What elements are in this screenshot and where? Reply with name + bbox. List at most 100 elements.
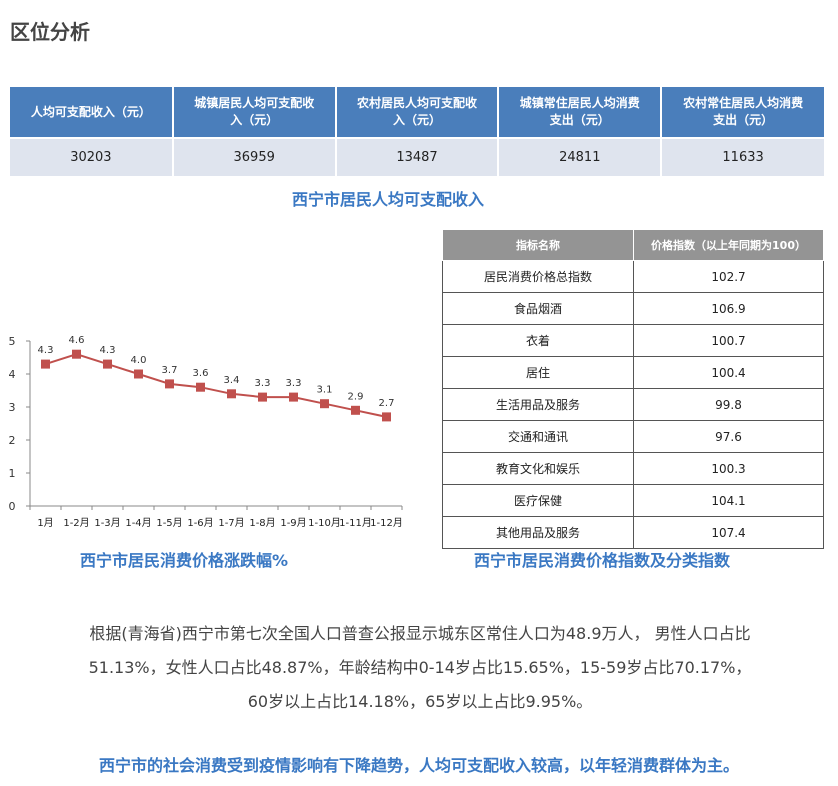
price-item-value: 104.1 <box>633 484 824 517</box>
chart-caption: 西宁市居民消费价格涨跌幅% <box>80 551 289 570</box>
income-table: 人均可支配收入（元） 城镇居民人均可支配收 入（元） 农村居民人均可支配收 入（元）… <box>10 87 824 176</box>
x-tick-label: 1-11月 <box>339 517 372 529</box>
data-label: 4.3 <box>100 345 116 356</box>
x-tick-label: 1-5月 <box>156 517 182 529</box>
price-item-name: 衣着 <box>442 324 634 357</box>
data-label: 3.3 <box>286 378 302 389</box>
data-label: 3.4 <box>224 375 240 386</box>
data-label: 3.3 <box>255 378 271 389</box>
price-item-value: 102.7 <box>633 260 824 293</box>
header-line: 农村居民人均可支配收 <box>356 96 477 110</box>
data-label: 4.6 <box>69 335 85 346</box>
data-point <box>258 392 267 402</box>
income-value: 24811 <box>498 137 663 176</box>
price-row: 食品烟酒 106.9 <box>442 292 824 325</box>
income-value: 30203 <box>10 137 174 176</box>
x-tick-label: 1-8月 <box>249 517 275 529</box>
data-label: 3.1 <box>317 385 333 396</box>
data-label: 3.7 <box>162 365 178 376</box>
header-line: 城镇常住居民人均消费 <box>519 96 640 110</box>
x-tick-label: 1-9月 <box>280 517 306 529</box>
data-point <box>382 412 391 422</box>
data-point <box>289 392 298 402</box>
price-item-name: 其他用品及服务 <box>442 516 634 549</box>
price-header-name: 指标名称 <box>442 229 634 261</box>
price-row: 生活用品及服务 99.8 <box>442 388 824 421</box>
income-caption: 西宁市居民人均可支配收入 <box>292 190 485 209</box>
data-point <box>134 369 143 379</box>
price-item-value: 106.9 <box>633 292 824 325</box>
paragraph-line: 60岁以上占比14.18%，65岁以上占比9.95%。 <box>247 692 593 711</box>
data-point <box>41 359 50 369</box>
data-label: 4.0 <box>131 355 147 366</box>
data-point <box>103 359 112 369</box>
price-row: 交通和通讯 97.6 <box>442 420 824 453</box>
income-header-urban-spend: 城镇常住居民人均消费 支出（元） <box>498 87 663 138</box>
y-tick-label: 4 <box>9 368 16 381</box>
conclusion-text: 西宁市的社会消费受到疫情影响有下降趋势，人均可支配收入较高，以年轻消费群体为主。 <box>98 756 739 775</box>
data-point <box>320 399 329 409</box>
income-header-rural: 农村居民人均可支配收 入（元） <box>335 87 500 138</box>
data-point <box>72 349 81 359</box>
price-index-table: 指标名称 价格指数（以上年同期为100） 居民消费价格总指数 102.7 食品烟酒 1… <box>442 229 824 549</box>
income-value-row: 30203 36959 13487 24811 11633 <box>10 137 824 176</box>
data-label: 2.7 <box>379 398 395 409</box>
y-tick-label: 1 <box>9 467 16 480</box>
price-table-caption: 西宁市居民消费价格指数及分类指数 <box>474 551 731 570</box>
price-row: 医疗保健 104.1 <box>442 484 824 517</box>
x-tick-label: 1-7月 <box>218 517 244 529</box>
price-item-name: 医疗保健 <box>442 484 634 517</box>
data-point <box>227 389 236 399</box>
income-value: 11633 <box>661 137 824 176</box>
header-line: 入（元） <box>230 113 279 127</box>
price-item-value: 107.4 <box>633 516 824 549</box>
x-tick-label: 1-6月 <box>187 517 213 529</box>
data-label: 3.6 <box>193 368 209 379</box>
price-item-name: 居住 <box>442 356 634 389</box>
income-value: 36959 <box>172 137 337 176</box>
price-header-row: 指标名称 价格指数（以上年同期为100） <box>442 229 824 261</box>
price-item-name: 居民消费价格总指数 <box>442 260 634 293</box>
header-line: 农村常住居民人均消费 <box>683 96 804 110</box>
price-row: 衣着 100.7 <box>442 324 824 357</box>
paragraph-line: 51.13%，女性人口占比48.87%，年龄结构中0-14岁占比15.65%，1… <box>88 658 752 677</box>
series-line <box>45 353 387 418</box>
price-row: 居民消费价格总指数 102.7 <box>442 260 824 293</box>
price-row: 其他用品及服务 107.4 <box>442 516 824 549</box>
price-item-value: 100.7 <box>633 324 824 357</box>
data-point <box>165 379 174 389</box>
data-label: 4.3 <box>38 345 54 356</box>
data-label: 2.9 <box>348 391 364 402</box>
income-value: 13487 <box>335 137 500 176</box>
y-tick-label: 2 <box>9 434 16 447</box>
price-header-index: 价格指数（以上年同期为100） <box>633 229 824 261</box>
cpi-line-chart: 0 1 2 3 4 5 1月 1-2月 1-3月 1-4月 1-5月 1-6月 1-7月 1-8月 1-9月… <box>9 335 403 529</box>
price-item-name: 交通和通讯 <box>442 420 634 453</box>
data-point <box>351 405 360 415</box>
population-paragraph: 根据(青海省)西宁市第七次全国人口普查公报显示城东区常住人口为48.9万人， 男… <box>20 617 820 719</box>
x-tick-label: 1月 <box>37 517 53 529</box>
price-item-name: 生活用品及服务 <box>442 388 634 421</box>
income-header-rural-spend: 农村常住居民人均消费 支出（元） <box>661 87 824 138</box>
header-line: 支出（元） <box>713 113 774 127</box>
price-item-name: 食品烟酒 <box>442 292 634 325</box>
price-row: 居住 100.4 <box>442 356 824 389</box>
income-header-row: 人均可支配收入（元） 城镇居民人均可支配收 入（元） 农村居民人均可支配收 入（元）… <box>10 87 824 138</box>
y-tick-label: 0 <box>9 500 16 513</box>
x-tick-label: 1-12月 <box>370 517 403 529</box>
data-point <box>196 382 205 392</box>
x-tick-label: 1-2月 <box>63 517 89 529</box>
price-item-value: 97.6 <box>633 420 824 453</box>
price-item-value: 100.4 <box>633 356 824 389</box>
page-title: 区位分析 <box>10 20 90 44</box>
x-tick-label: 1-10月 <box>308 517 341 529</box>
header-line: 入（元） <box>392 113 441 127</box>
income-header-urban: 城镇居民人均可支配收 入（元） <box>172 87 337 138</box>
header-line: 支出（元） <box>549 113 610 127</box>
price-item-name: 教育文化和娱乐 <box>442 452 634 485</box>
y-tick-label: 3 <box>9 401 16 414</box>
header-line: 人均可支配收入（元） <box>30 104 151 119</box>
x-tick-label: 1-4月 <box>125 517 151 529</box>
income-header-per-capita: 人均可支配收入（元） <box>10 87 174 138</box>
header-line: 城镇居民人均可支配收 <box>194 96 315 110</box>
